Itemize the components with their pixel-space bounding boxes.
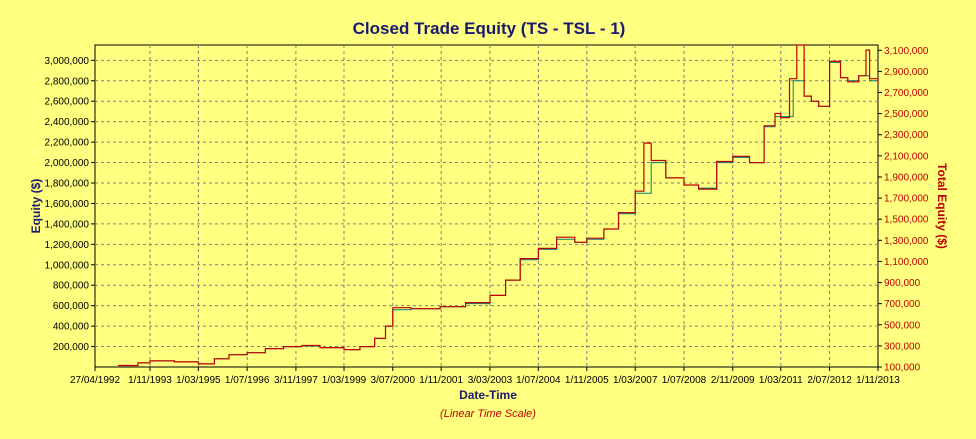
y-tick-label: 1,000,000 — [45, 260, 90, 271]
y-tick-label: 2,200,000 — [45, 138, 90, 149]
plot-area — [94, 44, 879, 368]
x-tick-label: 1/03/2011 — [759, 375, 803, 386]
y-tick-label: 1,800,000 — [45, 179, 90, 190]
y-tick-label: 600,000 — [53, 301, 90, 312]
y2-axis-title: Total Equity ($) — [935, 163, 949, 249]
y-tick-label: 2,800,000 — [45, 76, 90, 87]
y2-tick-label: 1,700,000 — [884, 194, 929, 205]
x-tick-label: 1/11/2005 — [565, 375, 609, 386]
x-tick-label: 1/07/2008 — [662, 375, 707, 386]
y2-tick-label: 2,900,000 — [884, 67, 929, 78]
y2-tick-label: 2,700,000 — [884, 88, 929, 99]
x-tick-label: 3/07/2000 — [371, 375, 416, 386]
x-tick-label: 1/03/1995 — [176, 375, 221, 386]
x-axis-title: Date-Time — [459, 388, 517, 402]
x-tick-label: 2/11/2009 — [711, 375, 755, 386]
y-tick-label: 1,400,000 — [45, 219, 90, 230]
y2-tick-label: 3,100,000 — [884, 46, 929, 57]
y2-tick-label: 2,500,000 — [884, 109, 929, 120]
series-layer — [117, 44, 879, 367]
x-tick-label: 1/11/2001 — [419, 375, 463, 386]
y-axis-title: Equity ($) — [29, 179, 43, 234]
y2-tick-label: 1,900,000 — [884, 172, 929, 183]
x-tick-label: 1/11/1993 — [128, 375, 172, 386]
y2-tick-label: 900,000 — [884, 278, 921, 289]
y-tick-label: 200,000 — [53, 342, 90, 353]
x-tick-label: 1/07/1996 — [225, 375, 270, 386]
x-tick-label: 27/04/1992 — [70, 375, 120, 386]
x-axis: 27/04/1992 1/11/1993 1/03/1995 1/07/1996 3/1… — [70, 367, 900, 386]
y2-tick-label: 2,100,000 — [884, 151, 929, 162]
y-tick-label: 400,000 — [53, 322, 90, 333]
chart-title: Closed Trade Equity (TS - TSL - 1) — [353, 19, 626, 38]
x-tick-label: 3/03/2003 — [468, 375, 513, 386]
x-tick-label: 1/03/1999 — [322, 375, 367, 386]
left-axis: 200,000 400,000 600,000 800,000 1,000,000 1,2… — [45, 56, 95, 353]
y2-tick-label: 1,300,000 — [884, 236, 929, 247]
y2-tick-label: 1,500,000 — [884, 215, 929, 226]
x-tick-label: 1/03/2007 — [613, 375, 658, 386]
x-tick-label: 3/11/1997 — [274, 375, 318, 386]
y-tick-label: 1,600,000 — [45, 199, 90, 210]
y-tick-label: 2,400,000 — [45, 117, 90, 128]
y2-tick-label: 100,000 — [884, 363, 921, 374]
y2-tick-label: 500,000 — [884, 320, 921, 331]
y2-tick-label: 700,000 — [884, 299, 921, 310]
y2-tick-label: 1,100,000 — [884, 257, 929, 268]
y-tick-label: 2,600,000 — [45, 97, 90, 108]
total-equity-line — [117, 44, 879, 367]
scale-note: (Linear Time Scale) — [440, 408, 536, 420]
grid-lines — [95, 45, 878, 367]
y-tick-label: 2,000,000 — [45, 158, 90, 169]
y-tick-label: 1,200,000 — [45, 240, 90, 251]
x-tick-label: 1/11/2013 — [856, 375, 900, 386]
right-axis: 100,000 300,000 500,000 700,000 900,000 1,100… — [878, 46, 929, 374]
x-tick-label: 2/07/2012 — [807, 375, 852, 386]
y-tick-label: 3,000,000 — [45, 56, 90, 67]
y2-tick-label: 300,000 — [884, 341, 921, 352]
x-tick-label: 1/07/2004 — [516, 375, 561, 386]
y-tick-label: 800,000 — [53, 281, 90, 292]
y2-tick-label: 2,300,000 — [884, 130, 929, 141]
